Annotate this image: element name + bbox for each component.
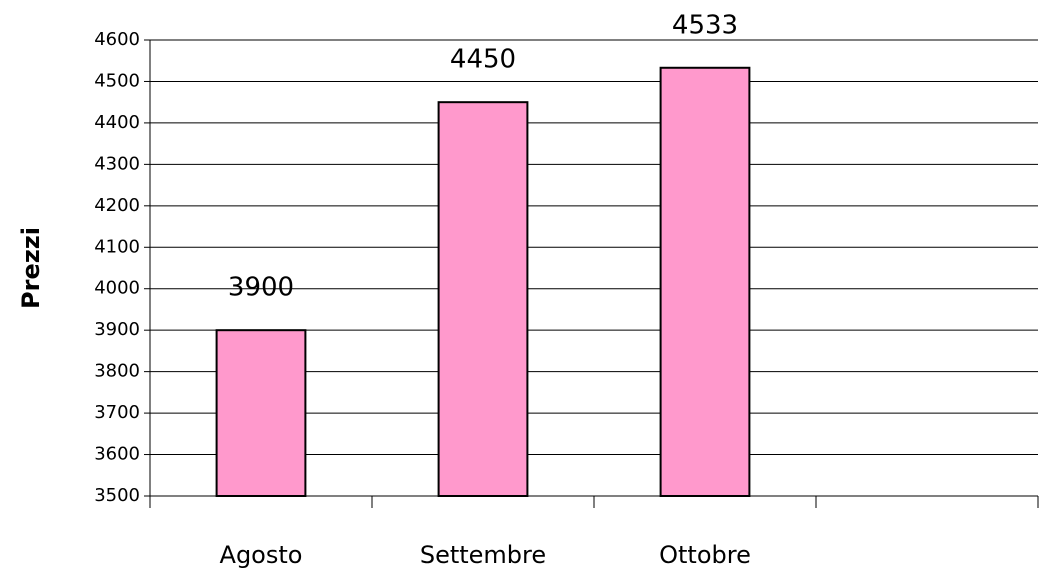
data-label: 4450 xyxy=(450,45,516,75)
y-tick-label: 4100 xyxy=(94,236,140,257)
y-tick-label: 4400 xyxy=(94,112,140,133)
x-tick-label: Ottobre xyxy=(659,541,751,569)
x-tick-label: Settembre xyxy=(420,541,546,569)
y-tick-label: 3600 xyxy=(94,444,140,465)
data-label: 4533 xyxy=(672,10,738,40)
x-tick-label: Agosto xyxy=(220,541,303,569)
y-tick-label: 3700 xyxy=(94,402,140,423)
y-tick-label: 4200 xyxy=(94,195,140,216)
y-tick-label: 4500 xyxy=(94,70,140,91)
y-tick-label: 4000 xyxy=(94,278,140,299)
y-axis-title: Prezzi xyxy=(17,227,45,309)
y-tick-label: 3900 xyxy=(94,319,140,340)
y-tick-label: 3800 xyxy=(94,361,140,382)
bar xyxy=(215,329,307,497)
data-label: 3900 xyxy=(228,273,294,303)
y-tick-label: 3500 xyxy=(94,485,140,506)
bar xyxy=(659,66,751,498)
bar xyxy=(437,101,529,497)
y-tick-label: 4300 xyxy=(94,153,140,174)
y-tick-label: 4600 xyxy=(94,29,140,50)
